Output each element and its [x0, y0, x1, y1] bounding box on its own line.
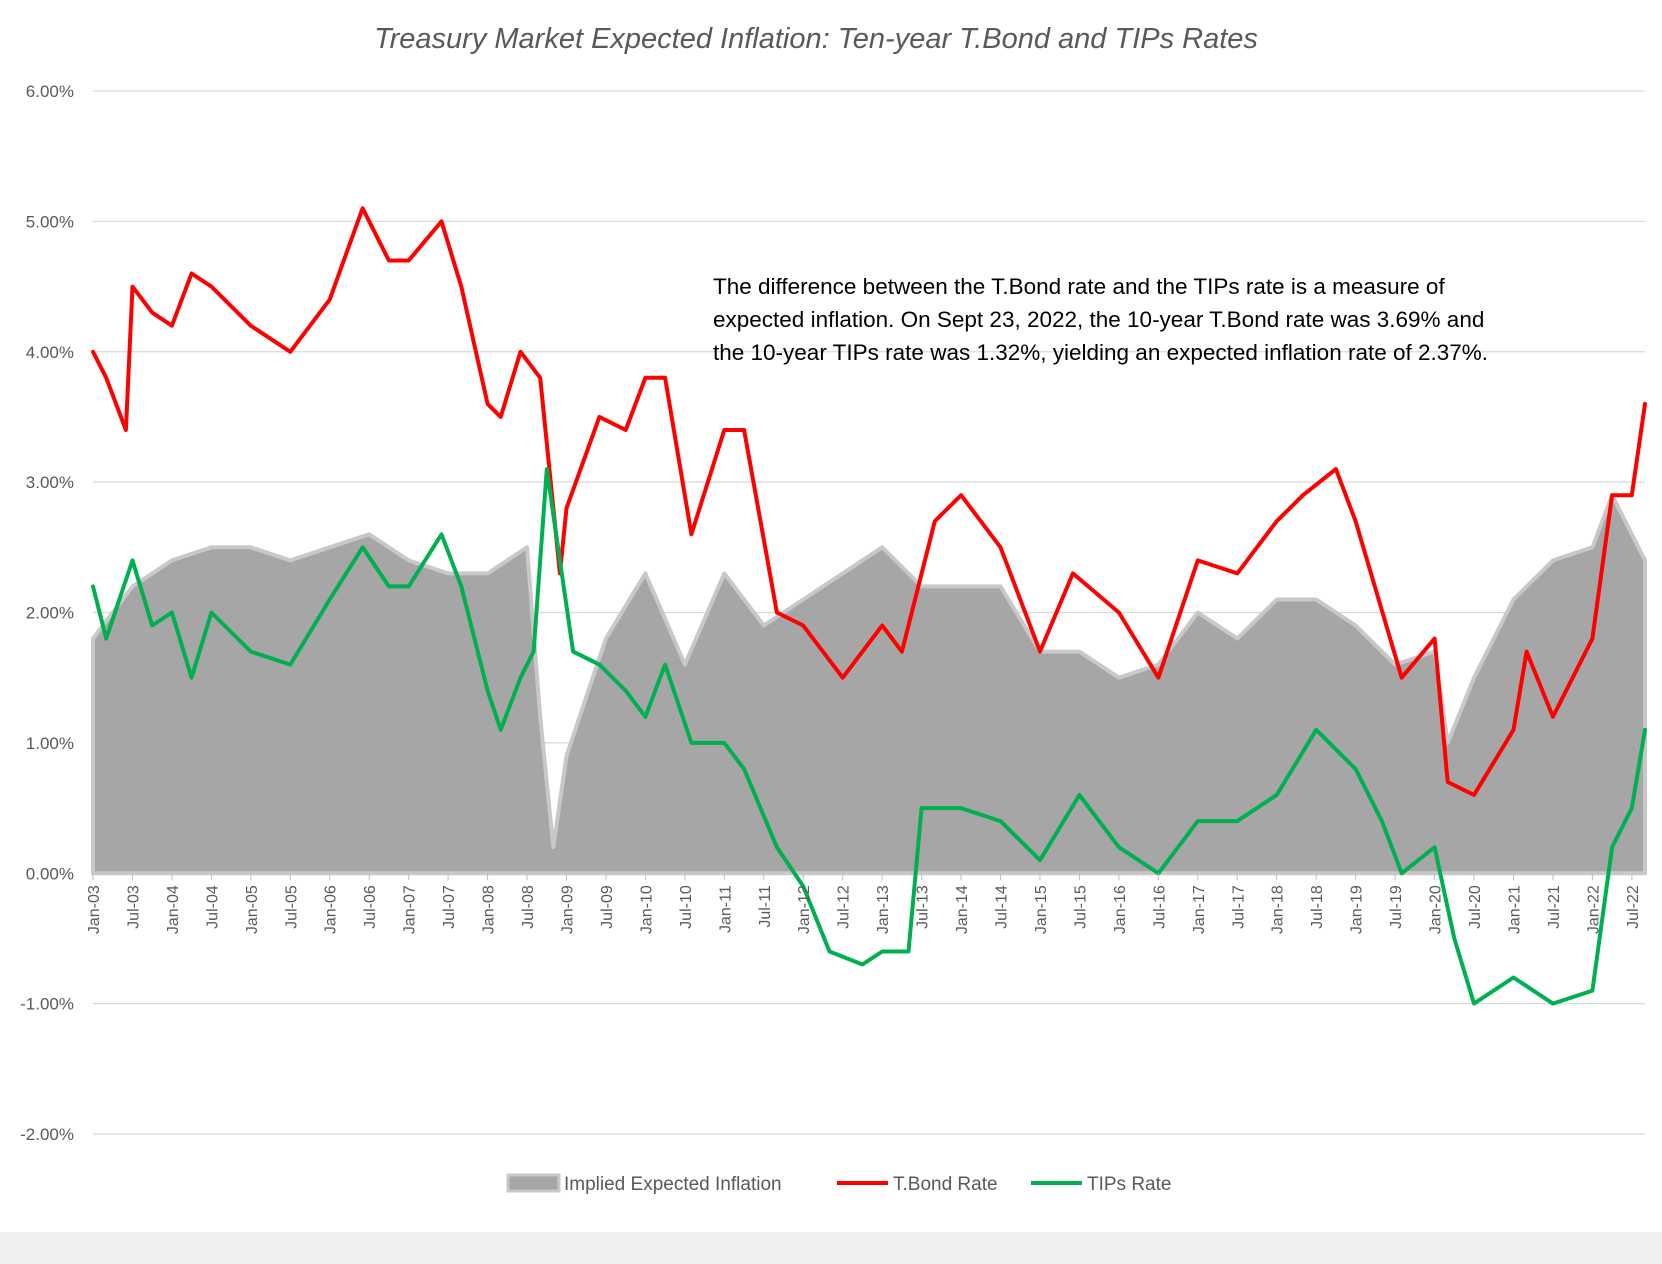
x-tick-label: Jan-11: [717, 885, 734, 933]
chart-area: Treasury Market Expected Inflation: Ten-…: [0, 0, 1662, 1232]
x-tick-label: Jul-03: [125, 885, 142, 929]
legend-item-tips: TIPs Rate: [1031, 1174, 1171, 1195]
x-tick-label: Jul-15: [1072, 885, 1089, 929]
x-tick-label: Jan-10: [638, 885, 655, 934]
chart-title: Treasury Market Expected Inflation: Ten-…: [374, 23, 1258, 55]
x-tick-label: Jan-05: [244, 885, 261, 934]
x-tick-label: Jul-07: [441, 885, 458, 929]
legend-swatch: [506, 1173, 561, 1193]
x-tick-label: Jul-18: [1309, 885, 1326, 929]
x-tick-label: Jan-07: [402, 885, 419, 934]
series-line-tips: [91, 467, 1647, 1006]
x-tick-label: Jul-11: [757, 885, 774, 927]
y-tick-label: 2.00%: [26, 604, 74, 623]
x-tick-label: Jan-18: [1270, 885, 1287, 934]
x-tick-label: Jul-10: [678, 885, 695, 929]
annotation-text: The difference between the T.Bond rate a…: [713, 270, 1593, 369]
x-tick-label: Jul-05: [283, 885, 300, 929]
x-tick-label: Jan-20: [1428, 885, 1445, 934]
y-tick-label: -2.00%: [20, 1125, 74, 1144]
y-tick-label: 1.00%: [26, 734, 74, 753]
annotation-line: expected inflation. On Sept 23, 2022, th…: [713, 307, 1485, 332]
x-tick-label: Jul-14: [994, 885, 1011, 929]
x-tick-label: Jan-14: [954, 885, 971, 934]
y-tick-label: 3.00%: [26, 473, 74, 492]
chart-svg: Treasury Market Expected Inflation: Ten-…: [20, 23, 1647, 1195]
x-tick-label: Jul-17: [1230, 885, 1247, 929]
x-tick-label: Jan-04: [165, 885, 182, 934]
legend-label: Implied Expected Inflation: [564, 1174, 782, 1195]
x-tick-label: Jul-21: [1546, 885, 1563, 929]
x-tick-label: Jan-08: [481, 885, 498, 934]
x-tick-label: Jul-04: [204, 885, 221, 929]
y-axis-ticks: 6.00% 5.00% 4.00% 3.00% 2.00% 1.00% 0.00% -1.00…: [20, 82, 74, 1144]
annotation-line: The difference between the T.Bond rate a…: [713, 274, 1445, 299]
x-tick-label: Jan-03: [86, 885, 103, 934]
x-tick-label: Jan-12: [796, 885, 813, 934]
x-tick-label: Jan-15: [1033, 885, 1050, 934]
bottom-bar: [0, 1232, 1662, 1264]
area-layer: [91, 493, 1647, 876]
y-tick-label: 5.00%: [26, 212, 74, 231]
x-tick-label: Jan-22: [1585, 885, 1602, 934]
x-tick-label: Jul-09: [599, 885, 616, 929]
legend-label: TIPs Rate: [1087, 1174, 1171, 1195]
x-tick-label: Jul-13: [915, 885, 932, 929]
y-tick-label: 4.00%: [26, 343, 74, 362]
x-axis-ticks: Jan-03 Jul-03 Jan-04 Jul-04 Jan-05 Jul-05 Jan-…: [86, 873, 1642, 934]
x-tick-label: Jan-06: [323, 885, 340, 934]
x-tick-label: Jan-17: [1191, 885, 1208, 934]
legend: Implied Expected Inflation T.Bond Rate TIP…: [506, 1173, 1171, 1195]
legend-item-expected-inflation: Implied Expected Inflation: [506, 1173, 782, 1195]
x-tick-label: Jul-06: [362, 885, 379, 929]
legend-label: T.Bond Rate: [893, 1174, 998, 1195]
x-tick-label: Jan-21: [1506, 885, 1523, 934]
x-tick-label: Jan-19: [1349, 885, 1366, 934]
y-tick-label: 6.00%: [26, 82, 74, 101]
x-tick-label: Jul-16: [1151, 885, 1168, 929]
line-layer: [91, 206, 1647, 1006]
x-tick-label: Jul-22: [1625, 885, 1642, 929]
series-line-tbond: [91, 206, 1647, 797]
x-tick-label: Jul-08: [520, 885, 537, 929]
series-area-expected-inflation: [91, 493, 1647, 876]
y-tick-label: -1.00%: [20, 995, 74, 1014]
legend-item-tbond: T.Bond Rate: [837, 1174, 998, 1195]
x-tick-label: Jul-19: [1388, 885, 1405, 929]
annotation-line: the 10-year TIPs rate was 1.32%, yieldin…: [713, 340, 1489, 365]
x-tick-label: Jan-13: [875, 885, 892, 934]
x-tick-label: Jan-09: [559, 885, 576, 934]
x-tick-label: Jul-20: [1467, 885, 1484, 929]
x-tick-label: Jan-16: [1112, 885, 1129, 934]
x-tick-label: Jul-12: [836, 885, 853, 929]
y-tick-label: 0.00%: [26, 864, 74, 883]
